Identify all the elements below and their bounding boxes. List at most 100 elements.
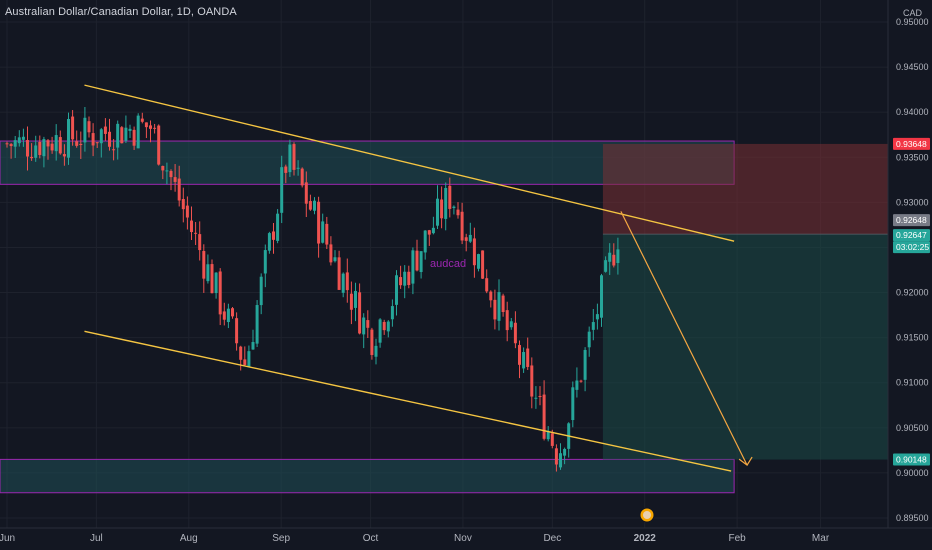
candle [26,126,29,171]
take-profit-area[interactable] [602,234,888,460]
candle [124,115,128,143]
candle-body [218,271,222,315]
candle [62,144,66,166]
price-tick-label: 0.95000 [896,17,929,27]
candle-body [247,351,251,367]
price-axis[interactable]: 0.89500 0.90000 0.90500 0.91000 0.91500 0.920… [887,0,932,550]
candle [382,319,386,335]
candle-body [366,320,370,328]
candle [444,182,448,231]
candle [472,227,476,278]
candle-body [591,322,595,330]
price-label-countdown: 03:02:25 [893,241,930,254]
candle-body [58,137,62,154]
candle [325,216,329,250]
price-tick-label: 0.94000 [896,107,929,117]
stop-loss-area[interactable] [602,143,888,235]
candle-body [108,131,111,147]
candle [34,135,38,162]
time-tick-label: 2022 [634,533,657,544]
candle [21,128,25,147]
candle [419,251,423,279]
position-tool[interactable] [602,143,888,460]
candle [284,164,288,184]
trendline[interactable] [84,84,735,242]
candle [349,281,353,325]
candle-body [267,233,271,251]
candle [505,301,509,342]
candle [161,165,165,180]
candle-body [440,199,444,219]
candle-body [559,453,562,468]
candle [58,130,62,155]
price-tick-label: 0.91500 [896,333,929,343]
candle-body [518,345,521,365]
candle-body [321,221,325,243]
candle [140,112,144,124]
candle-body [513,322,517,344]
candle-body [87,121,91,133]
candle-body [50,143,54,151]
candle-body [448,185,452,209]
event-marker-face [643,511,651,519]
candle-body [608,252,612,262]
candle-body [325,223,329,245]
price-label-text: 0.90148 [896,455,927,465]
candle [440,186,444,229]
projection-arrow[interactable] [620,211,748,466]
candle [185,196,189,230]
candle-body [83,117,87,143]
candle-body [255,305,259,344]
candle-body [62,154,66,157]
candle [448,177,452,218]
candle-body [91,133,95,146]
candle-body [419,251,423,273]
candle-body [468,234,472,242]
candle-body [444,187,448,219]
candle [608,243,612,276]
candle [366,310,370,338]
candle-body [46,140,50,147]
candle [427,229,431,246]
candle [390,299,394,327]
candle-body [42,139,46,157]
candle-body [415,250,419,271]
trendlines[interactable] [84,84,753,472]
candle-body [5,143,9,145]
candle-body [546,431,550,440]
time-axis[interactable]: Jun Jul Aug Sep Oct Nov Dec 2022 Feb Mar [0,507,932,544]
candle [587,326,591,357]
candle-body [153,127,157,129]
trendline[interactable] [84,330,732,472]
candle-body [140,118,144,122]
price-label-bg [893,214,930,227]
time-tick-label: Nov [454,533,472,544]
price-tick-label: 0.91000 [896,378,929,388]
candle-body [144,122,148,128]
supply-demand-zone[interactable] [0,458,735,494]
candle-body [235,318,239,344]
candle [485,269,489,294]
candle [579,379,583,383]
candle-body [485,278,489,292]
candle [13,136,17,158]
price-tick-label: 0.94500 [896,62,929,72]
candle-body [95,142,99,144]
price-label-target-bottom: 0.90148 [893,453,930,466]
candle-body [333,257,337,262]
candle [358,283,362,335]
candle [452,205,456,215]
candle [333,250,337,263]
candle-body [501,295,505,313]
candle-body [399,277,403,286]
candle-body [280,167,284,213]
candle-body [489,291,493,301]
candle-body [571,387,575,421]
candle-body [403,271,407,286]
candle-body [472,238,476,266]
event-marker-icon[interactable] [639,507,655,523]
axis-currency-label[interactable]: CAD [902,8,922,18]
candle [267,231,271,254]
candle-body [497,292,501,321]
